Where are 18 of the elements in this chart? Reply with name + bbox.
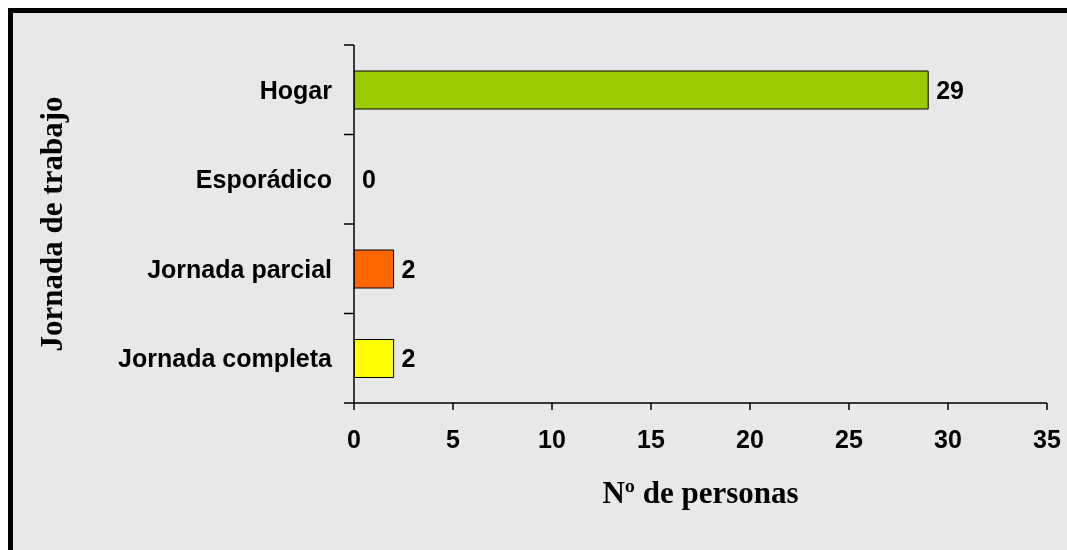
y-tick-label: Jornada completa: [118, 344, 334, 372]
x-tick-label: 15: [637, 424, 665, 453]
x-tick-label: 20: [736, 424, 764, 453]
data-label: 2: [401, 344, 416, 372]
x-tick-label: 0: [347, 424, 361, 453]
x-tick-label: 10: [538, 424, 566, 453]
data-label: 0: [362, 165, 376, 193]
y-tick-label: Hogar: [259, 75, 333, 104]
data-label: 29: [936, 75, 965, 104]
data-label: 2: [401, 254, 416, 283]
x-axis-title: Nº de personas: [602, 475, 799, 510]
x-tick-label: 25: [835, 424, 863, 453]
y-axis-title: Jornada de trabajo: [33, 96, 69, 352]
y-tick-label: Jornada parcial: [147, 254, 332, 283]
x-tick-label: 30: [934, 424, 962, 453]
x-tick-label: 5: [446, 424, 461, 453]
x-tick-label: 35: [1033, 424, 1061, 453]
y-tick-label: Esporádico: [195, 165, 332, 193]
